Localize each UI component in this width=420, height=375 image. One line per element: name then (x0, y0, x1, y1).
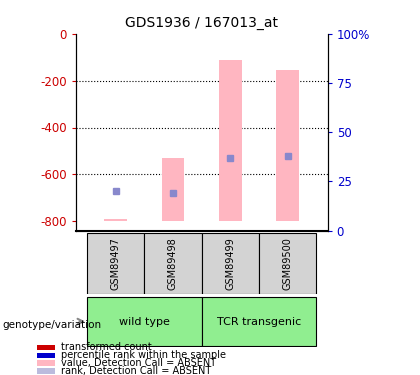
Bar (37, 368, 55, 374)
Bar (144, 232, 202, 294)
Bar (259, 232, 316, 294)
Bar (87, 297, 202, 346)
Bar (202, 297, 316, 346)
Bar (202, 232, 259, 294)
Text: transformed count: transformed count (60, 342, 151, 352)
Bar (276, 70, 299, 221)
Bar (37, 360, 55, 366)
Text: GSM89497: GSM89497 (111, 237, 121, 290)
Text: GSM89498: GSM89498 (168, 237, 178, 290)
Bar (219, 60, 242, 221)
Text: value, Detection Call = ABSENT: value, Detection Call = ABSENT (60, 358, 216, 368)
Bar (87, 232, 144, 294)
Bar (37, 345, 55, 350)
Text: rank, Detection Call = ABSENT: rank, Detection Call = ABSENT (60, 366, 211, 375)
Text: genotype/variation: genotype/variation (2, 320, 101, 330)
Text: GSM89499: GSM89499 (225, 237, 235, 290)
Title: GDS1936 / 167013_at: GDS1936 / 167013_at (125, 16, 278, 30)
Bar (104, 219, 127, 221)
Text: GSM89500: GSM89500 (283, 237, 292, 290)
Text: wild type: wild type (119, 316, 170, 327)
Text: percentile rank within the sample: percentile rank within the sample (60, 350, 226, 360)
Text: TCR transgenic: TCR transgenic (217, 316, 301, 327)
Bar (37, 352, 55, 358)
Bar (162, 158, 184, 221)
